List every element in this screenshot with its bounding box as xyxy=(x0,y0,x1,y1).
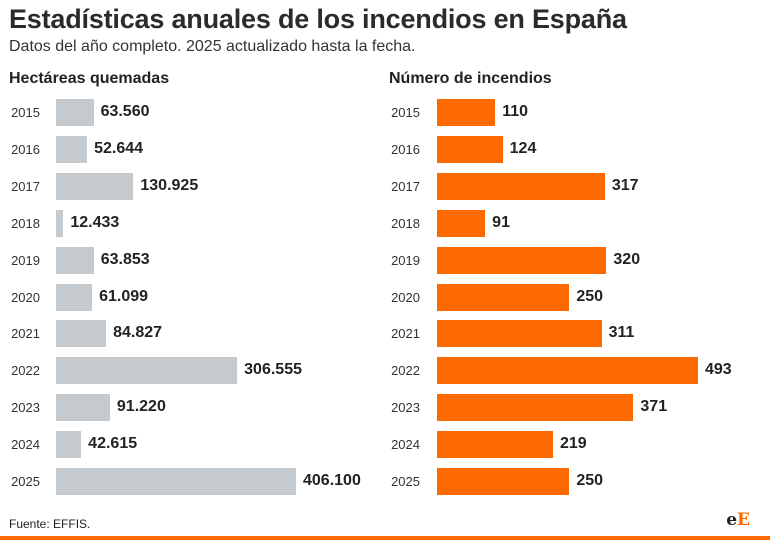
bar xyxy=(56,209,64,237)
value-label: 110 xyxy=(502,103,529,120)
publisher-logo: eE xyxy=(726,510,750,530)
bar xyxy=(437,99,496,126)
value-label: 42.615 xyxy=(88,435,138,453)
value-label: 311 xyxy=(608,324,635,342)
left-chart-title: Hectáreas quemadas xyxy=(9,70,170,87)
footer-accent-line xyxy=(0,536,770,540)
year-label: 2024 xyxy=(11,437,40,453)
year-label: 2021 xyxy=(391,326,420,342)
bar xyxy=(437,320,602,348)
bar xyxy=(437,468,570,495)
year-label: 2018 xyxy=(391,215,420,231)
year-label: 2023 xyxy=(11,400,40,416)
bar xyxy=(56,431,82,459)
value-label: 250 xyxy=(576,472,604,489)
year-label: 2025 xyxy=(391,474,420,489)
value-label: 493 xyxy=(705,361,732,379)
chart-subtitle: Datos del año completo. 2025 actualizado… xyxy=(9,38,416,55)
year-label: 2018 xyxy=(11,215,40,231)
value-label: 63.560 xyxy=(100,103,150,120)
year-label: 2019 xyxy=(11,252,40,268)
bar xyxy=(56,172,134,200)
year-label: 2016 xyxy=(11,141,40,157)
bar xyxy=(437,209,486,237)
bar xyxy=(437,357,698,385)
bar xyxy=(56,394,110,422)
year-label: 2022 xyxy=(391,363,420,379)
value-label: 306.555 xyxy=(244,361,302,379)
value-label: 63.853 xyxy=(100,250,150,268)
value-label: 317 xyxy=(611,176,639,194)
value-label: 91.220 xyxy=(116,398,166,416)
year-label: 2015 xyxy=(11,105,40,120)
chart-title-main: Estadísticas anuales de los incendios en… xyxy=(9,4,627,34)
year-label: 2023 xyxy=(391,400,420,416)
value-label: 371 xyxy=(640,398,668,416)
year-label: 2020 xyxy=(391,289,420,305)
year-label: 2024 xyxy=(391,437,420,453)
value-label: 406.100 xyxy=(303,472,361,489)
value-label: 320 xyxy=(613,250,641,268)
value-label: 219 xyxy=(559,435,587,453)
bar xyxy=(56,135,88,163)
year-label: 2020 xyxy=(11,289,40,305)
bar xyxy=(437,394,634,422)
year-label: 2019 xyxy=(391,252,420,268)
value-label: 250 xyxy=(576,287,604,305)
year-label: 2021 xyxy=(11,326,40,342)
value-label: 61.099 xyxy=(99,287,149,305)
year-label: 2017 xyxy=(11,178,40,194)
bar xyxy=(56,357,238,385)
bar xyxy=(56,468,296,495)
year-label: 2022 xyxy=(11,363,40,379)
value-label: 130.925 xyxy=(140,176,199,194)
bar xyxy=(437,135,503,163)
bar xyxy=(56,246,94,274)
bar xyxy=(56,283,93,311)
bar xyxy=(437,172,605,200)
bar xyxy=(437,431,553,459)
right-chart-title: Número de incendios xyxy=(389,70,552,87)
year-label: 2016 xyxy=(391,141,420,157)
bar xyxy=(437,246,607,274)
bar xyxy=(56,320,107,348)
source-note: Fuente: EFFIS. xyxy=(9,517,91,531)
value-label: 12.433 xyxy=(70,213,120,231)
year-label: 2015 xyxy=(391,105,420,120)
year-label: 2017 xyxy=(391,178,420,194)
value-label: 84.827 xyxy=(113,324,163,342)
year-label: 2025 xyxy=(11,474,40,489)
value-label: 52.644 xyxy=(94,139,144,157)
bar xyxy=(56,99,94,126)
bar xyxy=(437,283,570,311)
value-label: 91 xyxy=(492,213,510,231)
value-label: 124 xyxy=(509,139,537,157)
